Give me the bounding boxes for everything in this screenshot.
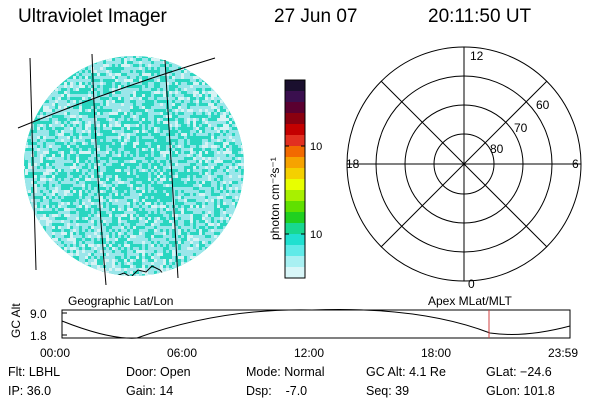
mlt-label-6: 6	[572, 157, 579, 171]
geographic-label: Geographic Lat/Lon	[68, 294, 174, 308]
info-glat: GLat: −24.6	[486, 365, 552, 379]
colorbar-unit-label: photon cm⁻²s⁻¹	[268, 157, 282, 240]
lat-label-60: 60	[536, 98, 550, 112]
info-ip: IP: 36.0	[8, 384, 52, 398]
altitude-xtick-0600: 06:00	[167, 346, 197, 360]
info-gain: Gain: 14	[126, 384, 174, 398]
mlt-label-12: 12	[470, 49, 484, 63]
info-flt: Flt: LBHL	[8, 365, 61, 379]
colorbar-cell	[285, 135, 305, 147]
info-door: Door: Open	[126, 365, 191, 379]
aurora-patch	[540, 245, 581, 281]
apex-label: Apex MLat/MLT	[428, 294, 512, 308]
date-label: 27 Jun 07	[274, 6, 358, 27]
colorbar-cell	[285, 234, 305, 246]
altitude-ylabel: GC Alt	[9, 303, 23, 338]
lat-lon-grid	[17, 53, 216, 286]
lat-label-70: 70	[514, 121, 528, 135]
instrument-title: Ultraviolet Imager	[18, 6, 167, 27]
geographic-image	[17, 53, 244, 286]
colorbar-cell	[285, 113, 305, 125]
altitude-xtick-1200: 12:00	[294, 346, 324, 360]
colorbar-cell	[285, 146, 305, 158]
altitude-plot: GC Alt 9.0 1.8 00:00 06:00 12:00 18:00 2…	[9, 303, 578, 360]
colorbar-cell	[285, 157, 305, 169]
colorbar-cell	[285, 179, 305, 191]
colorbar-cell	[285, 212, 305, 224]
colorbar-cell	[285, 201, 305, 213]
info-gc-alt: GC Alt: 4.1 Re	[366, 365, 446, 379]
info-glon: GLon: 101.8	[486, 384, 555, 398]
time-label: 20:11:50 UT	[428, 6, 532, 27]
colorbar-cell	[285, 124, 305, 136]
colorbar-cell	[285, 80, 305, 92]
colorbar-cell	[285, 267, 305, 279]
colorbar-tick-100: 100	[310, 141, 322, 153]
info-mode: Mode: Normal	[246, 365, 325, 379]
colorbar-cell	[285, 91, 305, 103]
altitude-curve	[61, 308, 571, 339]
altitude-ytick-9: 9.0	[30, 307, 47, 321]
polar-plot: 12 18 6 0 60 70 80	[346, 46, 582, 291]
colorbar-cell	[285, 256, 305, 268]
altitude-xtick-1800: 18:00	[421, 346, 451, 360]
altitude-ytick-1.8: 1.8	[30, 329, 47, 343]
altitude-xtick-2359: 23:59	[548, 346, 578, 360]
mlt-label-18: 18	[346, 157, 360, 171]
colorbar-tick-10: 10	[310, 229, 322, 241]
colorbar-cell	[285, 190, 305, 202]
colorbar-cell	[285, 168, 305, 180]
colorbar: 100 10 photon cm⁻²s⁻¹	[268, 79, 322, 279]
altitude-xtick-0000: 00:00	[40, 346, 70, 360]
colorbar-cell	[285, 223, 305, 235]
colorbar-cell	[285, 245, 305, 257]
lat-label-80: 80	[490, 142, 504, 156]
colorbar-cell	[285, 102, 305, 114]
mlt-label-0: 0	[468, 277, 475, 291]
info-dsp: Dsp: -7.0	[246, 384, 308, 398]
info-seq: Seq: 39	[366, 384, 410, 398]
